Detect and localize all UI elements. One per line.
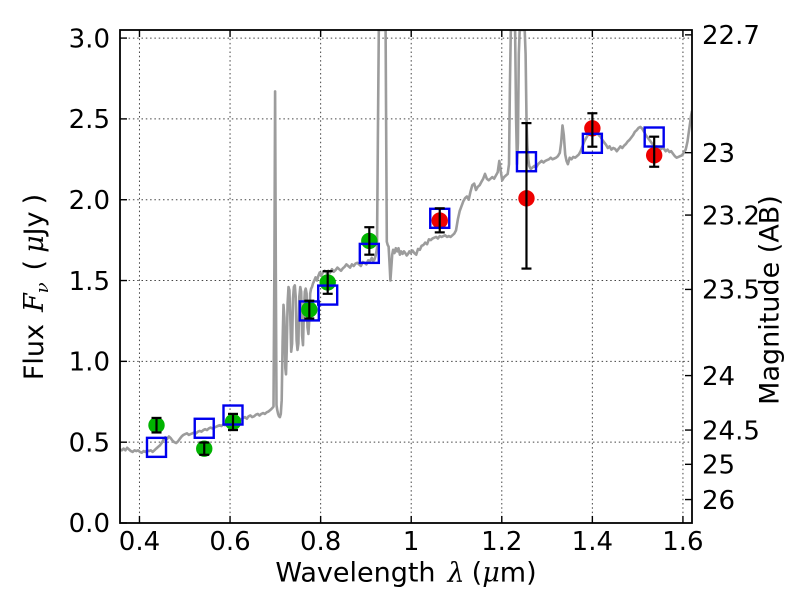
magnitude-tick-label: 23.5 bbox=[702, 276, 760, 306]
red-circle-markers bbox=[431, 120, 663, 229]
wavelength-tick-label: 1.4 bbox=[572, 527, 613, 557]
x-unit-close: ) bbox=[526, 557, 537, 589]
blue-model-point bbox=[145, 436, 168, 459]
green-circle-markers bbox=[148, 232, 378, 457]
magnitude-tick-label: 23.2 bbox=[702, 201, 760, 231]
spectrum-path bbox=[120, 30, 692, 455]
plot-frame bbox=[119, 29, 693, 524]
flux-unit-close: ) bbox=[19, 193, 51, 205]
x-unit-open: ( bbox=[471, 557, 483, 589]
magnitude-tick-label: 23 bbox=[702, 139, 735, 169]
y-axis-label-magnitude: Magnitude (AB) bbox=[754, 195, 786, 405]
tick-marks bbox=[120, 30, 692, 524]
flux-symbol: F bbox=[19, 293, 51, 313]
tick-labels-magnitude: 22.7 23 23.2 23.5 24 24.5 25 26 bbox=[702, 21, 760, 516]
tick-labels-wavelength: 0.4 0.6 0.8 1 1.2 1.4 1.6 bbox=[119, 527, 704, 557]
flux-tick-label: 3.0 bbox=[69, 24, 110, 54]
axes-frame bbox=[119, 29, 693, 524]
model-spectrum-line bbox=[120, 30, 692, 455]
flux-word: Flux bbox=[19, 324, 51, 381]
wavelength-tick-label: 0.8 bbox=[300, 527, 341, 557]
flux-unit-mu: μ bbox=[19, 235, 51, 253]
mu-symbol: μ bbox=[482, 557, 500, 589]
magnitude-tick-label: 24.5 bbox=[702, 416, 760, 446]
error-bars bbox=[151, 112, 660, 456]
flux-subscript-nu: ν bbox=[31, 282, 53, 294]
magnitude-tick-label: 26 bbox=[702, 486, 735, 516]
x-unit: m bbox=[499, 557, 527, 589]
flux-tick-label: 0.5 bbox=[69, 428, 110, 458]
wavelength-tick-label: 0.4 bbox=[119, 527, 160, 557]
wavelength-tick-label: 1.6 bbox=[662, 527, 703, 557]
blue-square-markers bbox=[145, 126, 665, 459]
lambda-symbol: λ bbox=[447, 557, 465, 589]
wavelength-tick-label: 1 bbox=[403, 527, 420, 557]
y-axis-label-flux: Flux Fν ( μJy) bbox=[19, 194, 53, 380]
flux-tick-label: 1.0 bbox=[69, 348, 110, 378]
blue-model-point bbox=[193, 417, 215, 439]
wavelength-tick-label: 0.6 bbox=[209, 527, 250, 557]
magnitude-tick-label: 25 bbox=[702, 451, 735, 481]
x-axis-label-word: Wavelength bbox=[275, 557, 436, 589]
flux-unit: Jy bbox=[19, 211, 51, 236]
gridlines bbox=[120, 30, 692, 524]
tick-labels-flux: 0.0 0.5 1.0 1.5 2.0 2.5 3.0 bbox=[69, 24, 110, 539]
magnitude-tick-label: 24 bbox=[702, 362, 735, 392]
x-axis-label: Wavelength λ (μm) bbox=[275, 558, 536, 589]
flux-tick-label: 0.0 bbox=[69, 509, 110, 539]
wavelength-tick-label: 1.2 bbox=[481, 527, 522, 557]
magnitude-tick-label: 22.7 bbox=[702, 21, 760, 51]
flux-tick-label: 2.0 bbox=[69, 186, 110, 216]
flux-unit-open: ( bbox=[19, 259, 51, 271]
flux-tick-label: 2.5 bbox=[69, 105, 110, 135]
flux-tick-label: 1.5 bbox=[69, 267, 110, 297]
